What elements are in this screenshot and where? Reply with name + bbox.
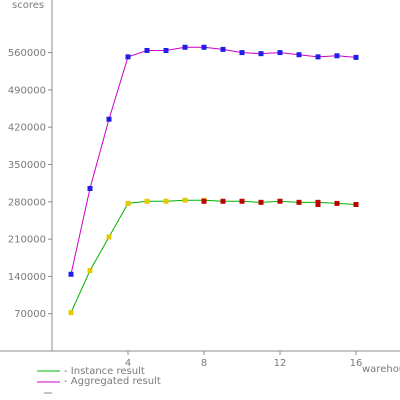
y-axis-label: scores xyxy=(12,0,44,11)
data-point-aggregated xyxy=(163,47,169,53)
y-tick-label: 210000 xyxy=(8,235,46,246)
y-tick-label: 560000 xyxy=(8,48,46,59)
data-point-instance xyxy=(163,198,169,204)
data-point-aggregated xyxy=(106,116,112,122)
data-point-instance xyxy=(201,198,207,204)
ticks: 70000 140000 210000 280000 350000 420000 49000… xyxy=(8,48,363,369)
legend-label-aggregated: - Aggregated result xyxy=(64,376,161,387)
data-point-instance xyxy=(353,201,359,207)
data-point-aggregated xyxy=(258,51,264,57)
data-point-instance xyxy=(220,198,226,204)
data-point-instance xyxy=(315,201,321,207)
data-point-aggregated xyxy=(144,47,150,53)
y-tick-label: 420000 xyxy=(8,123,46,134)
data-point-aggregated xyxy=(296,52,302,58)
data-point-aggregated xyxy=(353,54,359,60)
data-point-aggregated xyxy=(68,271,74,277)
data-point-instance xyxy=(125,200,131,206)
data-point-instance xyxy=(182,197,188,203)
data-point-aggregated xyxy=(239,50,245,56)
data-point-aggregated xyxy=(220,46,226,52)
legend: - Instance result - Aggregated result xyxy=(37,366,161,394)
data-point-instance xyxy=(277,198,283,204)
series xyxy=(68,44,359,316)
data-point-aggregated xyxy=(125,54,131,60)
data-point-aggregated xyxy=(201,44,207,50)
x-tick-label: 16 xyxy=(350,358,363,369)
data-point-aggregated xyxy=(182,44,188,50)
series-line-instance xyxy=(70,199,357,313)
x-axis-label: warehouses xyxy=(362,364,400,375)
data-point-instance xyxy=(296,199,302,205)
data-point-aggregated xyxy=(277,50,283,56)
data-point-instance xyxy=(87,268,93,274)
y-tick-label: 70000 xyxy=(14,309,46,320)
y-tick-label: 490000 xyxy=(8,85,46,96)
data-point-instance xyxy=(144,198,150,204)
data-point-instance xyxy=(258,199,264,205)
axes xyxy=(0,0,400,352)
legend-label-instance: - Instance result xyxy=(64,366,145,377)
series-line-aggregated xyxy=(70,46,357,275)
data-point-aggregated xyxy=(87,185,93,191)
data-point-instance xyxy=(68,310,74,316)
data-point-aggregated xyxy=(334,53,340,59)
y-tick-label: 350000 xyxy=(8,160,46,171)
y-tick-label: 280000 xyxy=(8,197,46,208)
x-tick-label: 8 xyxy=(201,358,207,369)
y-tick-label: 140000 xyxy=(8,272,46,283)
x-tick-label: 4 xyxy=(125,358,131,369)
data-point-aggregated xyxy=(315,54,321,60)
x-tick-label: 12 xyxy=(274,358,287,369)
data-point-instance xyxy=(106,234,112,240)
data-point-instance xyxy=(334,200,340,206)
data-point-instance xyxy=(239,198,245,204)
